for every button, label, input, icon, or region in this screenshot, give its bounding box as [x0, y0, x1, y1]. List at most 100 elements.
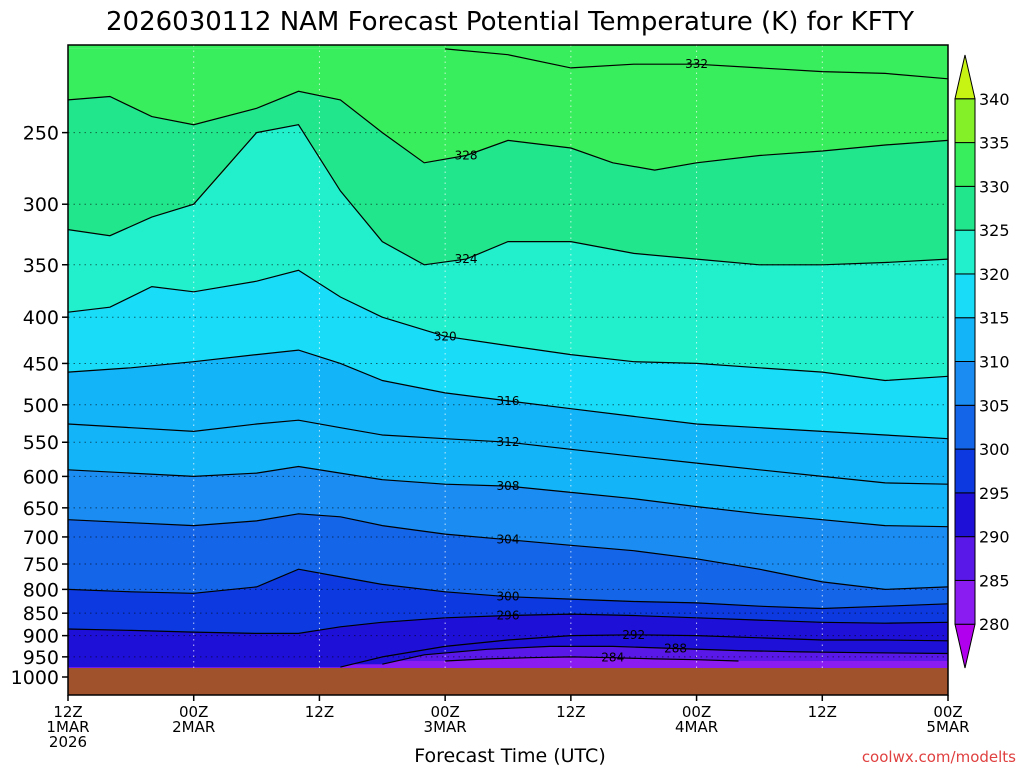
x-tick-label-72-1: 12Z: [808, 703, 837, 721]
y-axis: 2503003504004505005506006507007508008509…: [11, 123, 68, 689]
contour-label-328: 328: [455, 149, 478, 163]
theta-band-7: [68, 420, 948, 527]
plot-frame: [67, 44, 949, 696]
theta-band-4: [68, 569, 948, 634]
x-tick-label-12-2: 2MAR: [172, 718, 215, 736]
contour-label-288: 288: [664, 642, 687, 656]
y-tick-label-950: 950: [23, 647, 59, 669]
colorbar-label-295: 295: [979, 484, 1010, 503]
colorbar-swatch-11: [954, 142, 976, 187]
colorbar-label-335: 335: [979, 134, 1010, 153]
colorbar-swatch-8: [954, 273, 976, 319]
x-tick-label-36-1: 00Z: [430, 703, 459, 721]
colorbar-swatch-9: [954, 229, 976, 275]
contour-304: [68, 513, 948, 591]
colorbar-swatch-2: [954, 536, 976, 581]
chart-title: 2026030112 NAM Forecast Potential Temper…: [106, 7, 914, 37]
y-tick-label-550: 550: [23, 432, 59, 454]
theta-band-9: [68, 270, 948, 439]
theta-band-3: [68, 614, 948, 668]
theta-band-8: [68, 350, 948, 485]
contour-324: [68, 124, 948, 266]
y-tick-label-350: 350: [23, 255, 59, 277]
colorbar-label-285: 285: [979, 571, 1010, 590]
contour-label-316: 316: [497, 394, 520, 408]
contour-316: [68, 349, 948, 440]
colorbar: 280 285 290 295 300 305 310 315 320 325 330 335 340: [954, 54, 1010, 669]
contour-288: [382, 645, 948, 665]
colorbar-swatch-10: [954, 185, 976, 231]
theta-band-1: [68, 646, 948, 665]
y-tick-label-650: 650: [23, 498, 59, 520]
theta-fill-layer: [68, 45, 948, 695]
colorbar-swatch-5: [954, 404, 976, 450]
contour-label-308: 308: [497, 479, 520, 493]
y-tick-label-800: 800: [23, 579, 59, 601]
y-tick-label-850: 850: [23, 603, 59, 625]
theta-band-2: [68, 634, 948, 668]
y-tick-label-300: 300: [23, 194, 59, 216]
contour-284: [445, 656, 739, 662]
colorbar-swatch-1: [954, 579, 976, 625]
colorbar-label-300: 300: [979, 440, 1010, 459]
colorbar-swatch-4: [954, 448, 976, 494]
x-tick-label-0-1: 12Z: [53, 703, 82, 721]
contour-328: [68, 90, 948, 171]
contour-label-296: 296: [497, 608, 520, 622]
x-tick-label-48-1: 12Z: [556, 703, 585, 721]
colorbar-swatch-6: [954, 361, 976, 406]
contour-label-312: 312: [497, 435, 520, 449]
colorbar-swatch-7: [954, 317, 976, 363]
contour-332: [445, 48, 948, 80]
y-tick-label-250: 250: [23, 123, 59, 145]
colorbar-swatch-3: [954, 492, 976, 538]
colorbar-swatch-13: [954, 54, 976, 100]
theta-band-10: [68, 124, 948, 381]
y-tick-label-500: 500: [23, 395, 59, 417]
colorbar-label-320: 320: [979, 265, 1010, 284]
theta-band-11: [68, 91, 948, 265]
y-tick-label-750: 750: [23, 554, 59, 576]
colorbar-label-280: 280: [979, 615, 1010, 634]
colorbar-label-290: 290: [979, 528, 1010, 547]
contour-296: [68, 613, 948, 634]
contour-label-320: 320: [434, 329, 457, 343]
x-tick-label-0-3: 2026: [49, 733, 87, 751]
y-tick-label-450: 450: [23, 353, 59, 375]
contour-label-292: 292: [622, 628, 645, 642]
colorbar-swatch-12: [954, 98, 976, 144]
y-tick-label-900: 900: [23, 626, 59, 648]
contour-312: [68, 419, 948, 485]
y-tick-label-700: 700: [23, 527, 59, 549]
y-tick-label-600: 600: [23, 466, 59, 488]
credit-text: coolwx.com/modelts: [862, 748, 1016, 766]
y-tick-label-1000: 1000: [11, 667, 59, 689]
contour-320: [68, 269, 948, 382]
x-axis-label: Forecast Time (UTC): [414, 745, 605, 767]
contour-300: [68, 568, 948, 610]
contour-label-332: 332: [685, 57, 708, 71]
ground-below-surface: [68, 668, 948, 695]
contour-292: [340, 634, 948, 668]
contour-label-284: 284: [601, 651, 624, 665]
x-tick-label-0-2: 1MAR: [46, 718, 89, 736]
contour-label-324: 324: [455, 252, 478, 266]
x-tick-label-60-1: 00Z: [682, 703, 711, 721]
x-tick-label-36-2: 3MAR: [424, 718, 467, 736]
colorbar-label-330: 330: [979, 177, 1010, 196]
x-tick-label-84-1: 00Z: [933, 703, 962, 721]
contour-lines: 284 288 292 296 300 304 308 312 316 320 324 328 332: [68, 48, 948, 668]
theta-band-13: [68, 45, 948, 79]
x-tick-label-24-1: 12Z: [305, 703, 334, 721]
contour-label-304: 304: [497, 533, 520, 547]
theta-band-5: [68, 513, 948, 609]
contour-label-300: 300: [497, 590, 520, 604]
colorbar-label-340: 340: [979, 90, 1010, 109]
theta-band-12: [68, 48, 948, 171]
colorbar-label-310: 310: [979, 353, 1010, 372]
x-tick-label-84-2: 5MAR: [926, 718, 969, 736]
colorbar-swatch-0: [954, 623, 976, 669]
x-tick-label-12-1: 00Z: [179, 703, 208, 721]
